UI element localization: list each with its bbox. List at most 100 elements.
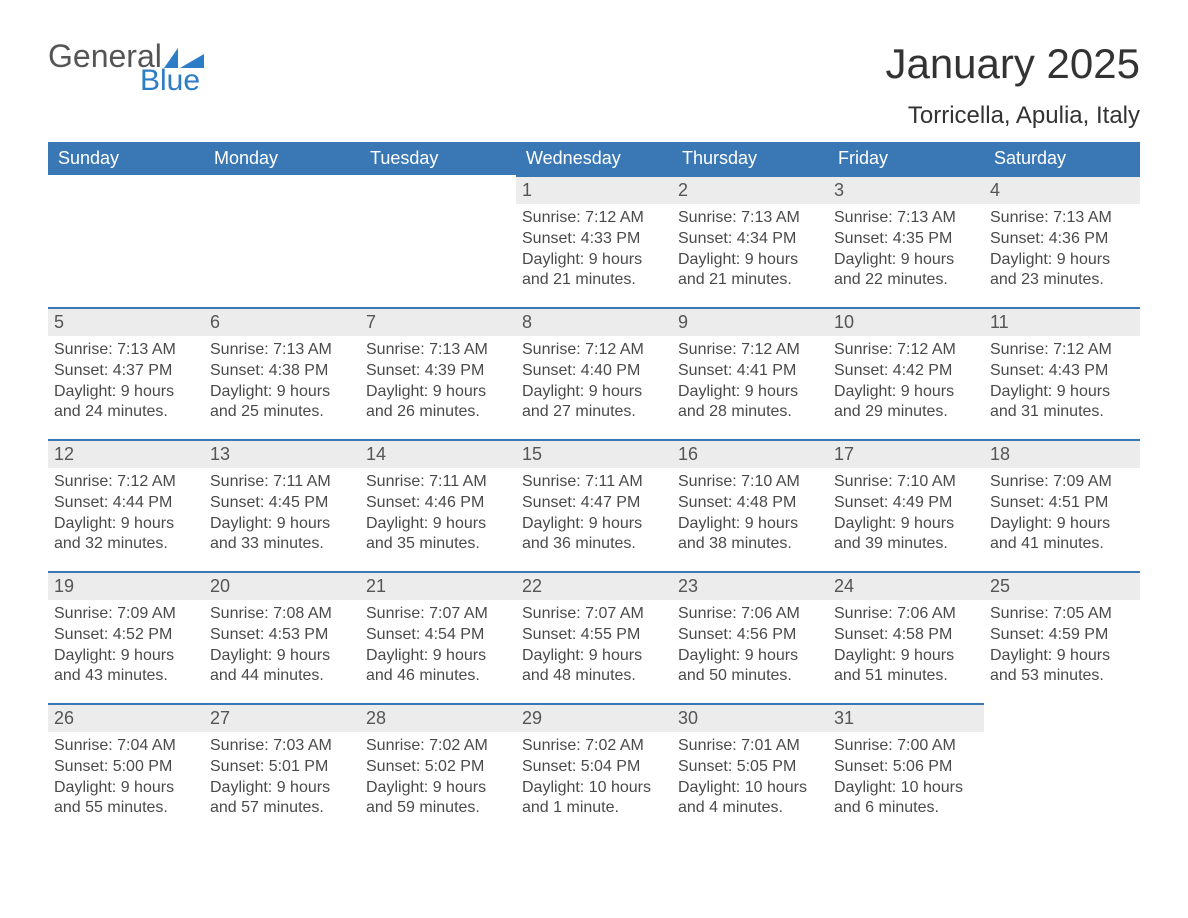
sunrise-line: Sunrise: 7:10 AM [834,472,978,493]
sunset-line: Sunset: 4:51 PM [990,493,1134,514]
day-details: Sunrise: 7:11 AMSunset: 4:46 PMDaylight:… [360,468,516,555]
day-details: Sunrise: 7:13 AMSunset: 4:34 PMDaylight:… [672,204,828,291]
logo: General Blue [48,40,204,96]
day-details: Sunrise: 7:08 AMSunset: 4:53 PMDaylight:… [204,600,360,687]
sunrise-line: Sunrise: 7:13 AM [834,208,978,229]
sunset-line: Sunset: 4:55 PM [522,625,666,646]
sunrise-line: Sunrise: 7:13 AM [210,340,354,361]
day-cell: 21Sunrise: 7:07 AMSunset: 4:54 PMDayligh… [360,571,516,689]
sunset-line: Sunset: 4:43 PM [990,361,1134,382]
sunrise-line: Sunrise: 7:02 AM [366,736,510,757]
daylight-line: Daylight: 9 hours and 24 minutes. [54,382,198,424]
sunset-line: Sunset: 4:46 PM [366,493,510,514]
daylight-line: Daylight: 9 hours and 22 minutes. [834,250,978,292]
day-cell: 10Sunrise: 7:12 AMSunset: 4:42 PMDayligh… [828,307,984,425]
day-details: Sunrise: 7:06 AMSunset: 4:58 PMDaylight:… [828,600,984,687]
sunrise-line: Sunrise: 7:10 AM [678,472,822,493]
sunrise-line: Sunrise: 7:13 AM [366,340,510,361]
day-details: Sunrise: 7:09 AMSunset: 4:52 PMDaylight:… [48,600,204,687]
day-details: Sunrise: 7:10 AMSunset: 4:48 PMDaylight:… [672,468,828,555]
weekday-fri: Friday [828,142,984,175]
daylight-line: Daylight: 9 hours and 38 minutes. [678,514,822,556]
day-number: 23 [672,571,828,600]
day-details: Sunrise: 7:07 AMSunset: 4:54 PMDaylight:… [360,600,516,687]
day-cell: 7 Sunrise: 7:13 AMSunset: 4:39 PMDaylight… [360,307,516,425]
daylight-line: Daylight: 9 hours and 55 minutes. [54,778,198,820]
day-details: Sunrise: 7:11 AMSunset: 4:45 PMDaylight:… [204,468,360,555]
title-block: January 2025 Torricella, Apulia, Italy [885,40,1140,138]
sunset-line: Sunset: 5:05 PM [678,757,822,778]
day-details: Sunrise: 7:09 AMSunset: 4:51 PMDaylight:… [984,468,1140,555]
daylight-line: Daylight: 10 hours and 1 minute. [522,778,666,820]
daylight-line: Daylight: 9 hours and 39 minutes. [834,514,978,556]
day-number: 12 [48,439,204,468]
sunset-line: Sunset: 4:39 PM [366,361,510,382]
daylight-line: Daylight: 9 hours and 28 minutes. [678,382,822,424]
daylight-line: Daylight: 9 hours and 44 minutes. [210,646,354,688]
day-number: 25 [984,571,1140,600]
sunset-line: Sunset: 4:36 PM [990,229,1134,250]
day-cell: 3Sunrise: 7:13 AMSunset: 4:35 PMDaylight… [828,175,984,293]
day-number: 7 [360,307,516,336]
day-cell: . [360,175,516,293]
sunrise-line: Sunrise: 7:02 AM [522,736,666,757]
daylight-line: Daylight: 9 hours and 26 minutes. [366,382,510,424]
sunset-line: Sunset: 4:49 PM [834,493,978,514]
daylight-line: Daylight: 9 hours and 29 minutes. [834,382,978,424]
sunrise-line: Sunrise: 7:11 AM [210,472,354,493]
day-cell: 8Sunrise: 7:12 AMSunset: 4:40 PMDaylight… [516,307,672,425]
day-cell: 26Sunrise: 7:04 AMSunset: 5:00 PMDayligh… [48,703,204,821]
day-cell: . [984,703,1140,821]
daylight-line: Daylight: 9 hours and 33 minutes. [210,514,354,556]
day-cell: 6Sunrise: 7:13 AMSunset: 4:38 PMDaylight… [204,307,360,425]
sunset-line: Sunset: 4:38 PM [210,361,354,382]
day-number: 14 [360,439,516,468]
sunset-line: Sunset: 4:40 PM [522,361,666,382]
week-row: 12Sunrise: 7:12 AMSunset: 4:44 PMDayligh… [48,439,1140,557]
day-cell: 20Sunrise: 7:08 AMSunset: 4:53 PMDayligh… [204,571,360,689]
weekday-sun: Sunday [48,142,204,175]
day-number: 18 [984,439,1140,468]
day-number: 10 [828,307,984,336]
sunset-line: Sunset: 4:58 PM [834,625,978,646]
daylight-line: Daylight: 9 hours and 32 minutes. [54,514,198,556]
day-number: 6 [204,307,360,336]
day-cell: 12Sunrise: 7:12 AMSunset: 4:44 PMDayligh… [48,439,204,557]
daylight-line: Daylight: 10 hours and 4 minutes. [678,778,822,820]
sunrise-line: Sunrise: 7:12 AM [678,340,822,361]
day-number: 8 [516,307,672,336]
week-row: ...1Sunrise: 7:12 AMSunset: 4:33 PMDayli… [48,175,1140,293]
calendar: Sunday Monday Tuesday Wednesday Thursday… [48,142,1140,821]
day-details: Sunrise: 7:13 AMSunset: 4:35 PMDaylight:… [828,204,984,291]
day-cell: 13Sunrise: 7:11 AMSunset: 4:45 PMDayligh… [204,439,360,557]
sunset-line: Sunset: 4:44 PM [54,493,198,514]
sunset-line: Sunset: 4:47 PM [522,493,666,514]
day-details: Sunrise: 7:13 AMSunset: 4:38 PMDaylight:… [204,336,360,423]
sunrise-line: Sunrise: 7:13 AM [990,208,1134,229]
day-number: 11 [984,307,1140,336]
day-cell: 17Sunrise: 7:10 AMSunset: 4:49 PMDayligh… [828,439,984,557]
weekday-wed: Wednesday [516,142,672,175]
weekday-tue: Tuesday [360,142,516,175]
weekday-header: Sunday Monday Tuesday Wednesday Thursday… [48,142,1140,175]
sunset-line: Sunset: 4:34 PM [678,229,822,250]
sunset-line: Sunset: 4:53 PM [210,625,354,646]
day-number: 9 [672,307,828,336]
daylight-line: Daylight: 9 hours and 21 minutes. [522,250,666,292]
daylight-line: Daylight: 9 hours and 31 minutes. [990,382,1134,424]
day-number: 26 [48,703,204,732]
daylight-line: Daylight: 9 hours and 53 minutes. [990,646,1134,688]
day-number: 15 [516,439,672,468]
day-cell: . [48,175,204,293]
sunset-line: Sunset: 5:01 PM [210,757,354,778]
sunrise-line: Sunrise: 7:12 AM [990,340,1134,361]
day-number: 27 [204,703,360,732]
daylight-line: Daylight: 9 hours and 41 minutes. [990,514,1134,556]
sunrise-line: Sunrise: 7:12 AM [522,340,666,361]
day-details: Sunrise: 7:04 AMSunset: 5:00 PMDaylight:… [48,732,204,819]
day-details: Sunrise: 7:02 AMSunset: 5:04 PMDaylight:… [516,732,672,819]
day-cell: 18Sunrise: 7:09 AMSunset: 4:51 PMDayligh… [984,439,1140,557]
week-row: 19Sunrise: 7:09 AMSunset: 4:52 PMDayligh… [48,571,1140,689]
sunset-line: Sunset: 4:54 PM [366,625,510,646]
day-cell: 27Sunrise: 7:03 AMSunset: 5:01 PMDayligh… [204,703,360,821]
